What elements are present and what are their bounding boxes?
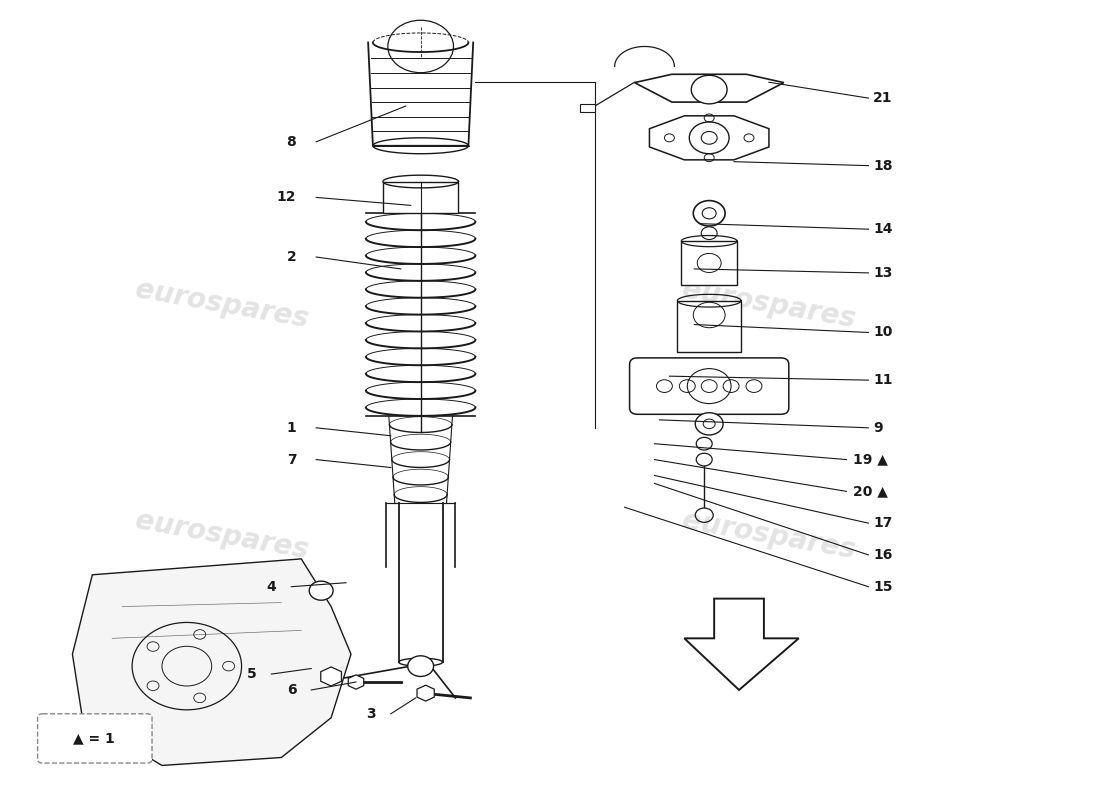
Text: 21: 21 <box>873 91 893 105</box>
Circle shape <box>696 438 712 450</box>
Text: eurospares: eurospares <box>133 276 310 334</box>
Text: 10: 10 <box>873 326 893 339</box>
FancyBboxPatch shape <box>629 358 789 414</box>
Text: 19 ▲: 19 ▲ <box>854 453 889 466</box>
Text: 7: 7 <box>287 453 296 466</box>
Circle shape <box>701 227 717 239</box>
Circle shape <box>408 656 433 677</box>
Circle shape <box>690 122 729 154</box>
Text: eurospares: eurospares <box>680 506 858 564</box>
Text: 8: 8 <box>286 135 296 149</box>
Text: 5: 5 <box>246 667 256 681</box>
Circle shape <box>701 131 717 144</box>
Text: 1: 1 <box>286 421 296 435</box>
Text: 3: 3 <box>366 707 376 721</box>
Circle shape <box>695 413 723 435</box>
Bar <box>678 301 741 352</box>
Polygon shape <box>635 74 784 102</box>
Text: 9: 9 <box>873 421 883 435</box>
Text: 11: 11 <box>873 373 893 387</box>
Text: 17: 17 <box>873 516 893 530</box>
Bar <box>580 105 595 113</box>
Circle shape <box>309 581 333 600</box>
Text: 12: 12 <box>277 190 296 205</box>
Bar <box>681 241 737 285</box>
Text: 15: 15 <box>873 580 893 594</box>
Circle shape <box>696 454 712 466</box>
FancyBboxPatch shape <box>37 714 152 763</box>
Text: ▲ = 1: ▲ = 1 <box>74 731 116 746</box>
Text: 4: 4 <box>266 580 276 594</box>
Circle shape <box>691 75 727 104</box>
Text: 20 ▲: 20 ▲ <box>854 484 889 498</box>
Text: 16: 16 <box>873 548 893 562</box>
Circle shape <box>702 208 716 219</box>
Text: 2: 2 <box>286 250 296 264</box>
Circle shape <box>703 419 715 429</box>
Text: 14: 14 <box>873 222 893 236</box>
Text: eurospares: eurospares <box>680 276 858 334</box>
Text: 13: 13 <box>873 266 893 280</box>
Bar <box>383 182 459 214</box>
Text: 18: 18 <box>873 158 893 173</box>
Text: eurospares: eurospares <box>133 506 310 564</box>
Polygon shape <box>73 559 351 766</box>
Text: 6: 6 <box>287 683 296 697</box>
Polygon shape <box>684 598 799 690</box>
Circle shape <box>693 201 725 226</box>
Polygon shape <box>649 116 769 160</box>
